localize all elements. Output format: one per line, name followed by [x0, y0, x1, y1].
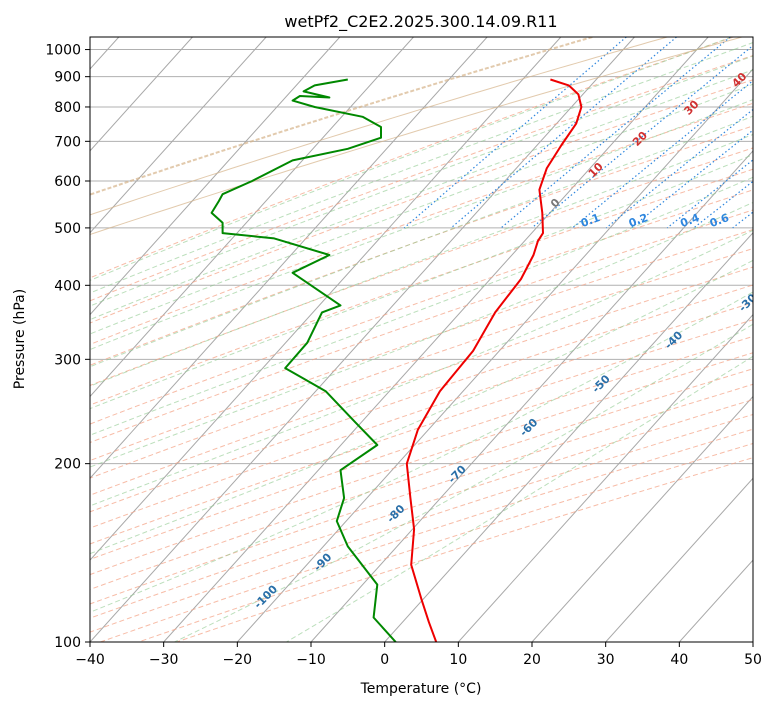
dry-adiabat-line: [90, 79, 753, 324]
mixing-ratio-line: [630, 129, 753, 229]
mixing-ratio-line: [761, 37, 775, 228]
moist-adiabat-line: [90, 37, 732, 281]
mixing-ratio-line: [531, 44, 753, 229]
dewpoint-profile-line: [210, 78, 397, 642]
dry-adiabat-line: [90, 302, 753, 529]
mixing-ratio-label: 0.2: [627, 211, 650, 230]
y-tick-label: 700: [54, 134, 81, 150]
isotherm-line: [90, 37, 341, 316]
isotherm-line: [90, 37, 193, 152]
isotherm-line: [752, 641, 753, 642]
mixing-ratio-label: 1: [754, 213, 766, 228]
dry-adiabat-line: [90, 248, 753, 479]
temperature-profile-line: [405, 78, 583, 642]
isotherm-line: [457, 313, 753, 642]
y-tick-label: 400: [54, 278, 81, 294]
dry-adiabat-line: [90, 368, 753, 590]
isotherm-line: [90, 37, 562, 561]
isotherm-line: [531, 395, 753, 642]
x-axis: −40 −30 −20 −10 0 10 20 30 40 50: [75, 642, 762, 668]
x-tick-label: 10: [449, 652, 467, 668]
y-tick-label: 900: [54, 70, 81, 86]
x-tick-label: 40: [670, 652, 688, 668]
moist-adiabat-line: [90, 154, 753, 410]
dry-adiabat-line: [90, 168, 753, 406]
mixing-ratio-label: 0.6: [708, 211, 731, 230]
x-tick-label: 30: [597, 652, 615, 668]
isotherm-line: [90, 37, 414, 398]
mixing-ratio-line: [605, 108, 753, 229]
reference-curve: [90, 37, 668, 216]
moist-adiabat-line: [90, 201, 753, 468]
dry-adiabat-line: [90, 54, 753, 302]
x-tick-label: 0: [380, 652, 389, 668]
isotherm-line: [90, 37, 635, 642]
moist-adiabat-line: [90, 55, 753, 307]
profiles: [210, 78, 583, 642]
mixing-ratio-line: [572, 79, 753, 229]
x-axis-label: Temperature (°C): [360, 681, 482, 697]
y-tick-label: 200: [54, 457, 81, 473]
x-tick-label: −40: [75, 652, 105, 668]
dry-adiabat-line: [90, 352, 753, 576]
moist-adiabat-line: [90, 229, 753, 507]
mixing-ratio-line: [450, 37, 677, 229]
dry-adiabat-line: [90, 228, 753, 462]
moist-adiabat-line: [90, 42, 753, 294]
dry-adiabat-line: [90, 189, 753, 425]
moist-adiabat-line: [174, 323, 753, 642]
mixing-ratio-label: 0.4: [678, 211, 701, 230]
isotherm-line: [384, 231, 753, 642]
dry-adiabat-line: [90, 319, 753, 545]
mixing-ratio-label: 0.1: [579, 211, 602, 230]
dry-adiabat-line: [90, 209, 753, 444]
reference-curve: [90, 37, 743, 236]
x-tick-label: −20: [223, 652, 253, 668]
isotherm-line: [163, 37, 709, 642]
mixing-ratio-line: [403, 37, 627, 229]
dry-adiabat-line: [90, 266, 753, 496]
y-axis: 100 200 300 400 500 600 700 800 900 1000: [45, 43, 90, 651]
background-lines: [90, 37, 775, 642]
chart-title: wetPf2_C2E2.2025.300.14.09.R11: [284, 12, 557, 32]
reference-curve: [90, 37, 593, 196]
isotherm-line: [90, 37, 267, 234]
y-tick-label: 1000: [45, 43, 81, 59]
x-tick-label: −30: [149, 652, 179, 668]
dry-adiabat-line: [90, 284, 753, 513]
x-tick-label: 20: [523, 652, 541, 668]
plot-frame: [89, 36, 754, 643]
moist-adiabat-line: [90, 83, 753, 335]
plot-background: [90, 37, 753, 642]
y-tick-label: 300: [54, 352, 81, 368]
x-tick-label: −10: [296, 652, 326, 668]
dry-adiabat-line: [90, 335, 753, 560]
y-tick-label: 500: [54, 221, 81, 237]
isotherm-line: [605, 477, 753, 642]
y-axis-label: Pressure (hPa): [12, 289, 28, 389]
isotherm-line: [90, 37, 488, 480]
x-tick-label: 50: [744, 652, 762, 668]
moist-adiabat-line: [90, 176, 753, 436]
dry-adiabat-line: [90, 383, 753, 605]
mixing-ratio-line: [500, 37, 731, 229]
mixing-ratio-line: [693, 180, 753, 229]
dry-adiabat-line: [90, 125, 753, 366]
moist-adiabat-line: [90, 69, 753, 321]
isotherm-line: [236, 68, 753, 642]
y-tick-label: 600: [54, 174, 81, 190]
y-tick-label: 100: [54, 635, 81, 651]
y-tick-label: 800: [54, 100, 81, 116]
